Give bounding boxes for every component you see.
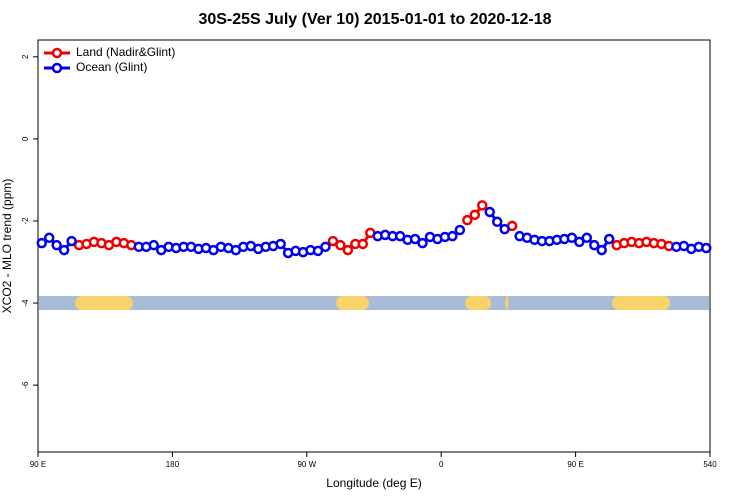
y-axis-label: XCO2 - MLO trend (ppm) [0,179,14,314]
data-point [51,239,62,251]
data-point [477,200,488,211]
data-point [447,230,458,242]
land-band [505,296,509,311]
x-tick-label: 90 E [30,460,46,469]
land-band [612,296,670,311]
data-point [701,242,712,254]
data-point [327,235,339,247]
data-point [275,238,286,250]
data-point [454,224,466,236]
legend-label: Land (Nadir&Glint) [76,45,175,59]
data-point [357,238,369,250]
y-tick-label: 2 [21,54,30,59]
land-band [336,296,370,311]
x-tick-label: 90 W [297,460,316,469]
data-point [36,237,47,249]
data-point [596,244,607,256]
data-point [484,206,495,218]
data-point [581,232,593,244]
y-tick-label: -6 [21,381,30,389]
x-tick-label: 540 [703,460,717,469]
data-point [66,235,77,247]
data-point [320,241,331,253]
data-point [417,237,428,249]
data-point [342,244,354,256]
data-point [603,233,615,245]
ocean-band [39,296,709,311]
data-point [491,216,503,228]
data-point [335,239,346,251]
data-point [589,239,600,251]
data-point [462,214,473,226]
y-tick-label: -2 [21,217,30,225]
data-point [43,232,55,244]
x-tick-label: 0 [439,460,444,469]
data-point [469,209,481,221]
data-point [566,232,578,244]
legend-label: Ocean (Glint) [76,60,147,74]
data-point [409,233,421,245]
data-point [148,239,159,251]
data-point [574,236,585,248]
legend-marker [51,47,63,59]
data-point [312,245,324,257]
data-point [499,223,510,235]
data-point [58,244,70,256]
y-tick-label: 0 [21,136,30,141]
legend-marker [51,62,63,74]
x-axis-label: Longitude (deg E) [326,476,421,490]
chart-title: 30S-25S July (Ver 10) 2015-01-01 to 2020… [198,11,551,28]
x-tick-label: 180 [166,460,180,469]
land-band [75,296,133,311]
y-tick-label: -4 [21,299,30,307]
land-band [464,296,492,311]
x-tick-label: 90 E [567,460,583,469]
